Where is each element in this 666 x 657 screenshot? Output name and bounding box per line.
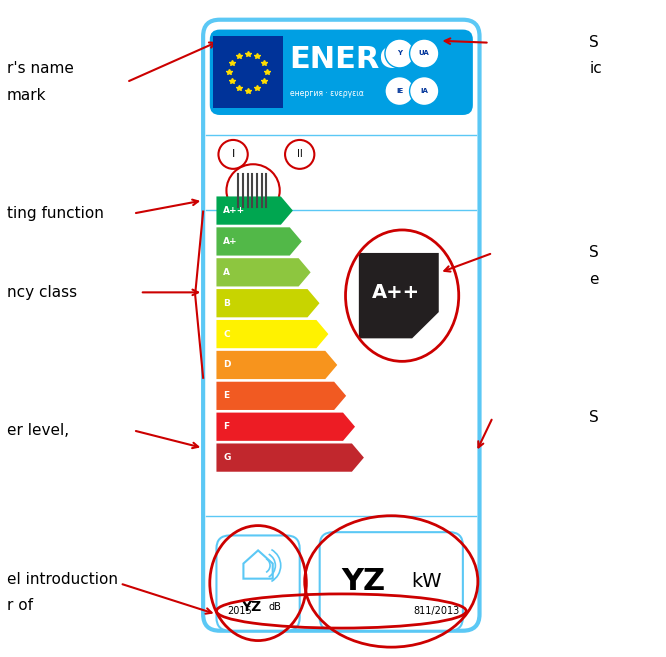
Text: енергия · ενεργεια: енергия · ενεργεια <box>290 89 364 98</box>
FancyBboxPatch shape <box>216 535 300 631</box>
Text: F: F <box>223 422 229 431</box>
Circle shape <box>410 77 439 106</box>
Text: er level,: er level, <box>7 423 69 438</box>
Circle shape <box>218 140 248 169</box>
Text: YZ: YZ <box>241 600 262 614</box>
Text: D: D <box>223 361 230 369</box>
Text: S: S <box>589 246 599 260</box>
Polygon shape <box>216 351 337 379</box>
Polygon shape <box>216 289 320 317</box>
Circle shape <box>385 39 414 68</box>
Polygon shape <box>359 253 439 338</box>
Text: 2015: 2015 <box>227 606 252 616</box>
Text: r of: r of <box>7 599 33 613</box>
Text: ic: ic <box>589 62 602 76</box>
Text: kW: kW <box>411 572 442 591</box>
Text: II: II <box>297 149 302 160</box>
Text: G: G <box>223 453 230 462</box>
Text: Y: Y <box>397 51 402 57</box>
Text: ting function: ting function <box>7 206 103 221</box>
Circle shape <box>410 39 439 68</box>
Polygon shape <box>216 258 310 286</box>
Text: 811/2013: 811/2013 <box>413 606 460 616</box>
Text: E: E <box>223 392 229 400</box>
FancyBboxPatch shape <box>203 20 480 631</box>
Text: B: B <box>223 299 230 307</box>
Polygon shape <box>216 227 302 256</box>
Polygon shape <box>216 320 328 348</box>
Text: IE: IE <box>396 88 403 94</box>
Text: A+: A+ <box>223 237 238 246</box>
Text: r's name: r's name <box>7 62 73 76</box>
Polygon shape <box>216 413 355 441</box>
Text: S: S <box>589 35 599 50</box>
Text: e: e <box>589 272 599 286</box>
FancyBboxPatch shape <box>210 30 473 115</box>
Text: C: C <box>223 330 230 338</box>
Circle shape <box>285 140 314 169</box>
FancyBboxPatch shape <box>213 36 283 108</box>
Text: A++: A++ <box>223 206 245 215</box>
Text: A: A <box>223 268 230 277</box>
Text: el introduction: el introduction <box>7 572 118 587</box>
Text: UA: UA <box>419 51 430 57</box>
FancyBboxPatch shape <box>320 532 463 631</box>
Circle shape <box>226 164 280 217</box>
Text: I: I <box>232 149 234 160</box>
Text: ncy class: ncy class <box>7 285 77 300</box>
Polygon shape <box>216 443 364 472</box>
Text: YZ: YZ <box>341 567 385 596</box>
Circle shape <box>385 77 414 106</box>
Text: S: S <box>589 410 599 424</box>
Polygon shape <box>216 382 346 410</box>
Polygon shape <box>216 196 293 225</box>
Text: IA: IA <box>420 88 428 94</box>
Text: ENERG: ENERG <box>290 45 405 74</box>
Text: dB: dB <box>268 602 281 612</box>
Text: mark: mark <box>7 88 46 102</box>
Text: A++: A++ <box>372 283 420 302</box>
